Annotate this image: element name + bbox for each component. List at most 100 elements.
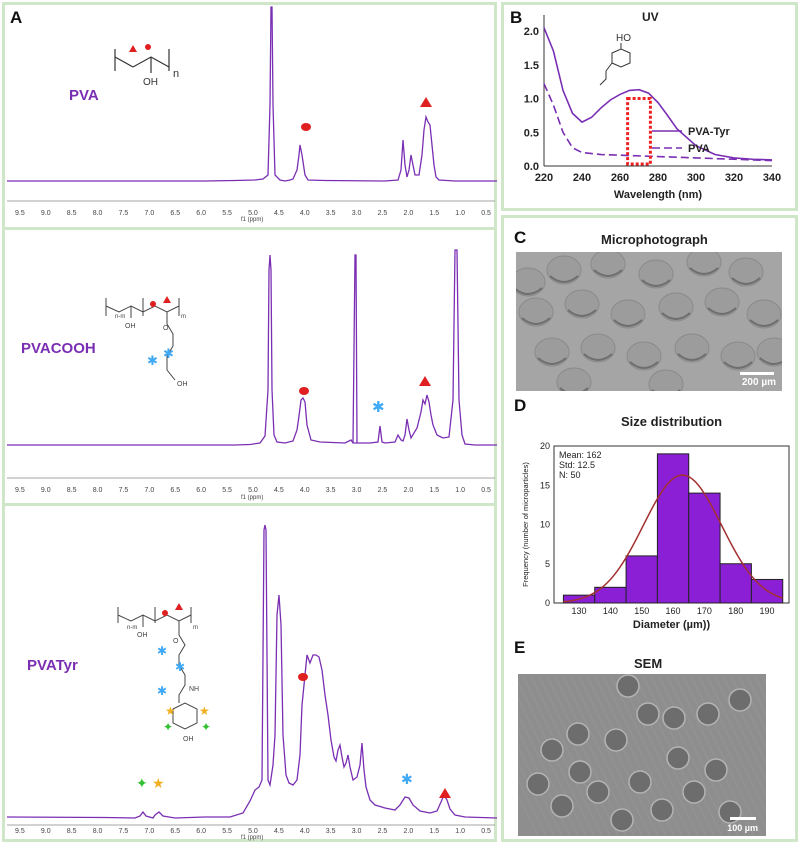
pvatyr-oh-text: OH: [137, 632, 148, 639]
microparticle-shadow: [559, 387, 589, 391]
red-dot-marker: [145, 44, 151, 50]
red-triangle-marker: [175, 603, 183, 610]
microparticle-shadow: [689, 267, 719, 275]
microparticle-shadow: [759, 357, 782, 365]
microparticle-shadow: [749, 319, 779, 327]
nmr-tick-label: 8.0: [92, 210, 103, 217]
microphotograph-image: 200 µm: [516, 252, 782, 391]
nmr-tick-label: 3.0: [351, 828, 362, 835]
sem-particle: [650, 798, 674, 822]
pvatyr-o-text: O: [173, 638, 179, 645]
uv-series-line-pva: [543, 83, 773, 162]
uv-x-tick-label: 340: [763, 172, 781, 184]
microparticle: [546, 255, 582, 285]
red-dot-marker: [162, 610, 168, 616]
uv-chart: 0.0 0.5 1.0 1.5 2.0 220 240 260 280 300 320 340 Wave…: [524, 15, 781, 201]
nmr-tick-label: 2.0: [403, 828, 414, 835]
microparticle-shadow: [723, 361, 753, 369]
hist-y-tick-label: 15: [540, 480, 550, 490]
sem-particle: [568, 760, 592, 784]
blue-star-marker: ✱: [175, 660, 185, 674]
sem-particle: [628, 770, 652, 794]
nmr-tick-label: 7.0: [144, 828, 155, 835]
nmr-tick-label: 3.0: [351, 210, 362, 217]
nmr-tick-label: 4.0: [299, 487, 310, 494]
hist-y-tick-label: 0: [545, 598, 550, 608]
size-distribution-chart: 0 5 10 15 20 130 140 150 160 170 180 190 Diameter (µ…: [521, 441, 790, 631]
green-star-marker: ✦: [163, 720, 173, 734]
nmr-spectrum-pvatyr: ✱ ✦ ★: [6, 524, 498, 826]
nmr-tick-label: 1.0: [455, 487, 466, 494]
sem-particle: [636, 702, 660, 726]
nmr-tick-label: 7.0: [144, 210, 155, 217]
blue-star-marker: ✱: [163, 346, 174, 361]
sem-particle: [526, 772, 550, 796]
microparticle-shadow: [707, 307, 737, 315]
pva-structure: OH n: [114, 44, 179, 88]
nmr-tick-label: 9.5: [15, 210, 25, 217]
spectrum-pvatyr-label: PVATyr: [27, 657, 78, 674]
hist-x-tick-label: 130: [572, 606, 587, 616]
sem-texture: [689, 674, 766, 830]
hist-stat-text: Std: 12.5: [559, 460, 595, 470]
hist-stat-text: Mean: 162: [559, 450, 602, 460]
size-distribution-title: Size distribution: [621, 414, 723, 429]
sem-texture: [518, 761, 555, 836]
spectrum-pva-label: PVA: [69, 87, 99, 104]
nmr-tick-label: 5.5: [222, 210, 232, 217]
tyrosine-structure: HO: [599, 33, 631, 86]
sem-texture: [617, 674, 699, 836]
microparticle-shadow: [549, 275, 579, 283]
blue-star-marker: ✱: [147, 353, 158, 368]
nmr-tick-label: 9.5: [15, 828, 25, 835]
red-dot-marker: [298, 673, 308, 681]
nmr-tick-label: 0.5: [481, 828, 491, 835]
microparticle-shadow: [567, 309, 597, 317]
microparticle: [564, 289, 600, 319]
sem-texture: [649, 674, 731, 836]
nmr-spectrum-pva: [7, 6, 497, 202]
nmr-tick-label: 2.0: [403, 487, 414, 494]
blue-star-marker: ✱: [157, 684, 167, 698]
nmr-axis-unit: f1 (ppm): [241, 217, 264, 223]
sem-texture: [537, 674, 619, 836]
sem-particle: [696, 702, 720, 726]
pvacooh-oh2-text: OH: [177, 381, 188, 388]
nmr-tick-label: 0.5: [481, 210, 491, 217]
microparticle: [686, 252, 722, 277]
sem-texture: [697, 674, 766, 813]
sem-texture: [561, 674, 643, 836]
sem-particle: [666, 746, 690, 770]
nmr-tick-label: 6.5: [170, 487, 181, 494]
nmr-tick-label: 8.5: [66, 828, 77, 835]
nmr-tick-label: 1.5: [429, 828, 440, 835]
sem-title: SEM: [634, 656, 663, 671]
hist-normal-fit: [563, 474, 783, 603]
microparticle: [534, 337, 570, 367]
sem-texture: [518, 794, 539, 836]
uv-y-tick-label: 1.0: [524, 94, 539, 106]
nmr-tick-label: 6.0: [196, 828, 207, 835]
uv-chart-title: UV: [642, 10, 659, 24]
sem-image: 100 µm: [518, 674, 766, 836]
red-dot-marker: [150, 301, 156, 307]
microparticle: [626, 341, 662, 371]
microparticle-shadow: [521, 317, 551, 325]
microparticle: [580, 333, 616, 363]
sem-texture: [609, 674, 691, 836]
nmr-tick-label: 1.0: [455, 210, 466, 217]
panel-b-uv: B UV 0.0 0.5 1.0 1.5 2.0 220 240 260 280 300 320 34…: [501, 2, 798, 211]
uv-x-tick-label: 240: [573, 172, 591, 184]
nmr-tick-label: 5.0: [248, 210, 258, 217]
microparticle: [610, 299, 646, 329]
scale-bar-label: 200 µm: [741, 377, 776, 388]
microparticle: [674, 333, 710, 363]
microparticle: [704, 287, 740, 317]
nmr-spectrum-pvacooh: ✱: [7, 249, 497, 479]
hist-y-axis-label: Frequency (number of microparticles): [521, 462, 530, 587]
nmr-tick-label: 4.5: [274, 828, 284, 835]
blue-star-marker: ✱: [401, 771, 413, 787]
pvacooh-nm-text: n-m: [115, 314, 125, 320]
pvacooh-o-text: O: [163, 325, 169, 332]
divider-a2: [5, 503, 494, 506]
